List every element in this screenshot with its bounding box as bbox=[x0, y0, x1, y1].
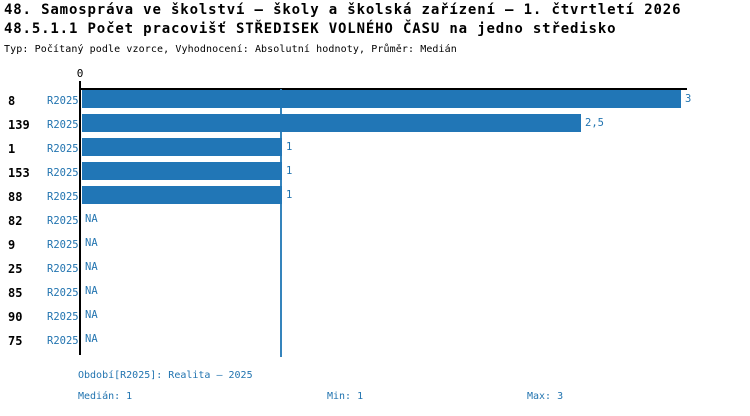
median-gridline bbox=[280, 89, 282, 357]
na-value-label: NA bbox=[85, 333, 98, 345]
row-category-label: 9 bbox=[8, 238, 16, 252]
row-series-label: R2025 bbox=[47, 287, 79, 299]
chart-row: 75 R2025 NA bbox=[0, 329, 750, 353]
row-series-label: R2025 bbox=[47, 95, 79, 107]
stat-min: Min: 1 bbox=[327, 391, 364, 402]
na-value-label: NA bbox=[85, 309, 98, 321]
row-category-label: 88 bbox=[8, 190, 23, 204]
chart-row: 88 R2025 1 bbox=[0, 185, 750, 209]
row-series-label: R2025 bbox=[47, 335, 79, 347]
chart-row: 153 R2025 1 bbox=[0, 161, 750, 185]
value-bar bbox=[82, 186, 282, 204]
row-series-label: R2025 bbox=[47, 167, 79, 179]
row-category-label: 8 bbox=[8, 94, 16, 108]
chart-row: 139 R2025 2,5 bbox=[0, 113, 750, 137]
chart-subtitle: Typ: Počítaný podle vzorce, Vyhodnocení:… bbox=[4, 44, 457, 55]
row-category-label: 75 bbox=[8, 334, 23, 348]
row-series-label: R2025 bbox=[47, 143, 79, 155]
row-category-label: 82 bbox=[8, 214, 23, 228]
na-value-label: NA bbox=[85, 285, 98, 297]
chart-row: 90 R2025 NA bbox=[0, 305, 750, 329]
row-series-label: R2025 bbox=[47, 311, 79, 323]
x-axis-tick-label-zero: 0 bbox=[76, 67, 84, 80]
chart-row: 1 R2025 1 bbox=[0, 137, 750, 161]
row-category-label: 25 bbox=[8, 262, 23, 276]
chart-row: 82 R2025 NA bbox=[0, 209, 750, 233]
value-bar bbox=[82, 114, 581, 132]
bar-value-label: 1 bbox=[286, 165, 293, 177]
value-bar bbox=[82, 162, 282, 180]
chart-row: 85 R2025 NA bbox=[0, 281, 750, 305]
chart-rows: 8 R2025 3 139 R2025 2,5 1 R2025 1 153 R2025 1 88 R202… bbox=[0, 89, 750, 353]
na-value-label: NA bbox=[85, 261, 98, 273]
bar-value-label: 1 bbox=[286, 141, 293, 153]
value-bar bbox=[82, 90, 681, 108]
legend-period-label: Období[R2025]: Realita – 2025 bbox=[78, 370, 253, 381]
plot-top-border bbox=[79, 88, 687, 90]
row-category-label: 1 bbox=[8, 142, 16, 156]
y-axis-line bbox=[79, 81, 81, 355]
indicator-title: 48.5.1.1 Počet pracovišť STŘEDISEK VOLNÉ… bbox=[4, 21, 617, 37]
row-series-label: R2025 bbox=[47, 215, 79, 227]
bar-value-label: 2,5 bbox=[585, 117, 604, 129]
stat-max: Max: 3 bbox=[527, 391, 564, 402]
chart-row: 8 R2025 3 bbox=[0, 89, 750, 113]
report-title: 48. Samospráva ve školství – školy a ško… bbox=[4, 2, 682, 18]
row-category-label: 85 bbox=[8, 286, 23, 300]
row-series-label: R2025 bbox=[47, 119, 79, 131]
row-category-label: 139 bbox=[8, 118, 30, 132]
stat-median: Medián: 1 bbox=[78, 391, 133, 402]
row-category-label: 90 bbox=[8, 310, 23, 324]
chart-row: 9 R2025 NA bbox=[0, 233, 750, 257]
row-series-label: R2025 bbox=[47, 263, 79, 275]
bar-value-label: 1 bbox=[286, 189, 293, 201]
na-value-label: NA bbox=[85, 237, 98, 249]
chart-row: 25 R2025 NA bbox=[0, 257, 750, 281]
row-series-label: R2025 bbox=[47, 239, 79, 251]
row-category-label: 153 bbox=[8, 166, 30, 180]
row-series-label: R2025 bbox=[47, 191, 79, 203]
bar-value-label: 3 bbox=[685, 93, 692, 105]
value-bar bbox=[82, 138, 282, 156]
na-value-label: NA bbox=[85, 213, 98, 225]
